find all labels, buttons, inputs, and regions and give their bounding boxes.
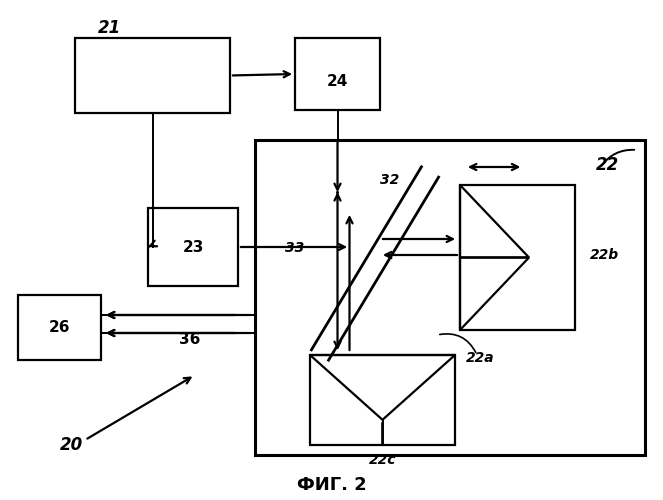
Text: 22: 22 bbox=[597, 156, 620, 174]
Bar bbox=[75, 38, 230, 113]
Text: 32: 32 bbox=[380, 173, 399, 187]
Bar bbox=[255, 140, 645, 455]
Text: ФИГ. 2: ФИГ. 2 bbox=[296, 476, 367, 494]
Text: 33: 33 bbox=[285, 241, 304, 255]
Text: 22a: 22a bbox=[465, 351, 495, 365]
Text: 23: 23 bbox=[182, 240, 204, 256]
Bar bbox=[148, 208, 238, 286]
Bar bbox=[310, 355, 455, 445]
Bar bbox=[295, 38, 380, 110]
Text: 24: 24 bbox=[326, 74, 347, 90]
Text: 21: 21 bbox=[98, 19, 121, 37]
Text: 26: 26 bbox=[48, 320, 70, 336]
Text: 36: 36 bbox=[179, 332, 201, 347]
Bar bbox=[18, 295, 101, 360]
Text: 20: 20 bbox=[60, 436, 84, 454]
Text: 22c: 22c bbox=[369, 453, 396, 467]
Text: 22b: 22b bbox=[590, 248, 619, 262]
Bar bbox=[460, 185, 575, 330]
